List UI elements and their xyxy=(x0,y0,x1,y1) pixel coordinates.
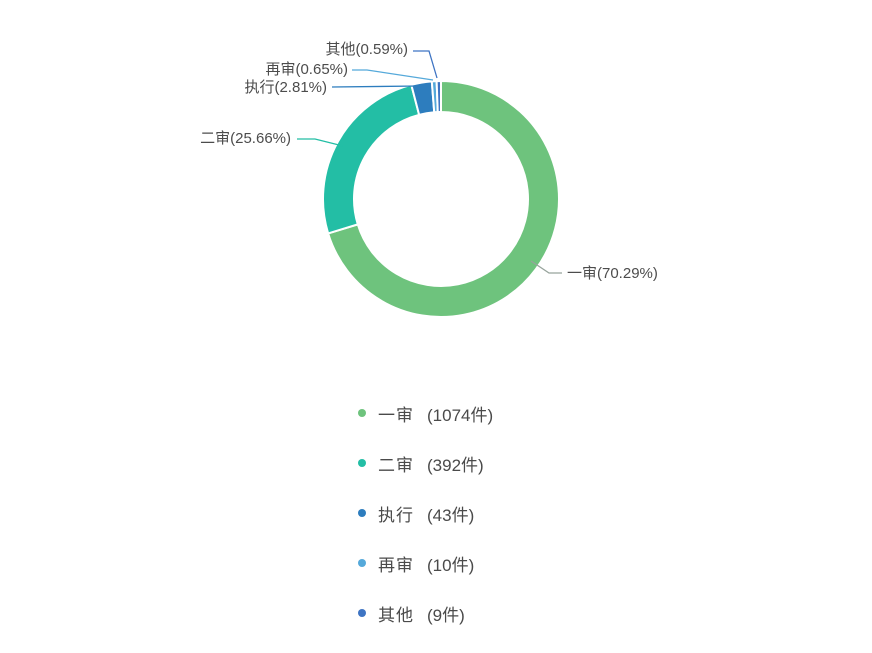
label-line xyxy=(530,260,562,274)
legend-dot-icon xyxy=(358,409,366,417)
label-line xyxy=(352,69,434,81)
donut-chart-canvas: 一审(70.29%) 二审(25.66%) 执行(2.81%)再审(0.65%) 其他… xyxy=(200,41,658,318)
legend-item-label: 一审 xyxy=(378,405,414,425)
pie-slice-5[interactable] xyxy=(435,80,442,114)
label-line xyxy=(413,50,438,79)
label-line xyxy=(297,138,344,147)
legend-item-label: 二审 xyxy=(378,455,414,475)
legend-item-1[interactable]: 一审 (1074件) xyxy=(358,388,493,438)
slice-callout-label: 再审(0.65%) xyxy=(265,61,348,78)
legend-dot-icon xyxy=(358,509,366,517)
legend-dot-icon xyxy=(358,459,366,467)
chart-legend: 一审 (1074件) 二审 (392件) 执行 (43件) 再审 (10件) 其他 (9件) xyxy=(358,388,493,638)
slice-callout-label: 其他(0.59%) xyxy=(325,41,408,58)
legend-item-count: (392件) xyxy=(427,455,484,475)
legend-item-label: 执行 xyxy=(378,505,414,525)
slice-callout-label: 二审(25.66%) xyxy=(200,130,291,147)
legend-item-label: 其他 xyxy=(378,605,414,625)
pie-slice-1[interactable] xyxy=(327,80,560,318)
legend-item-count: (9件) xyxy=(427,605,465,625)
legend-item-count: (1074件) xyxy=(427,405,494,425)
legend-item-label: 再审 xyxy=(378,555,414,575)
legend-item-4[interactable]: 再审 (10件) xyxy=(358,538,493,588)
legend-item-2[interactable]: 二审 (392件) xyxy=(358,438,493,488)
legend-dot-icon xyxy=(358,609,366,617)
label-line xyxy=(331,85,421,88)
legend-item-count: (10件) xyxy=(427,555,475,575)
legend-item-5[interactable]: 其他 (9件) xyxy=(358,588,493,638)
pie-slice-2[interactable] xyxy=(322,83,421,235)
legend-dot-icon xyxy=(358,559,366,567)
slice-callout-label: 一审(70.29%) xyxy=(567,265,658,282)
legend-item-count: (43件) xyxy=(427,505,475,525)
legend-item-3[interactable]: 执行 (43件) xyxy=(358,488,493,538)
slice-callout-label: 执行(2.81%) xyxy=(244,79,327,96)
